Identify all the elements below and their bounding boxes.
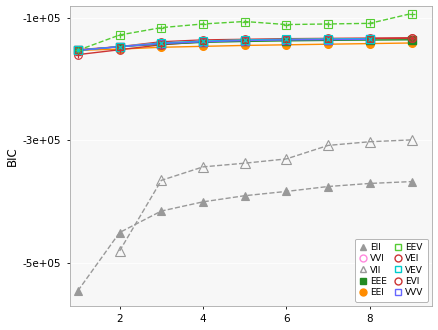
- Legend: EII, VVI, VII, EEE, EEI, EEV, VEI, VEV, EVI, VVV: EII, VVI, VII, EEE, EEI, EEV, VEI, VEV, …: [355, 239, 428, 302]
- Y-axis label: BIC: BIC: [6, 146, 18, 166]
